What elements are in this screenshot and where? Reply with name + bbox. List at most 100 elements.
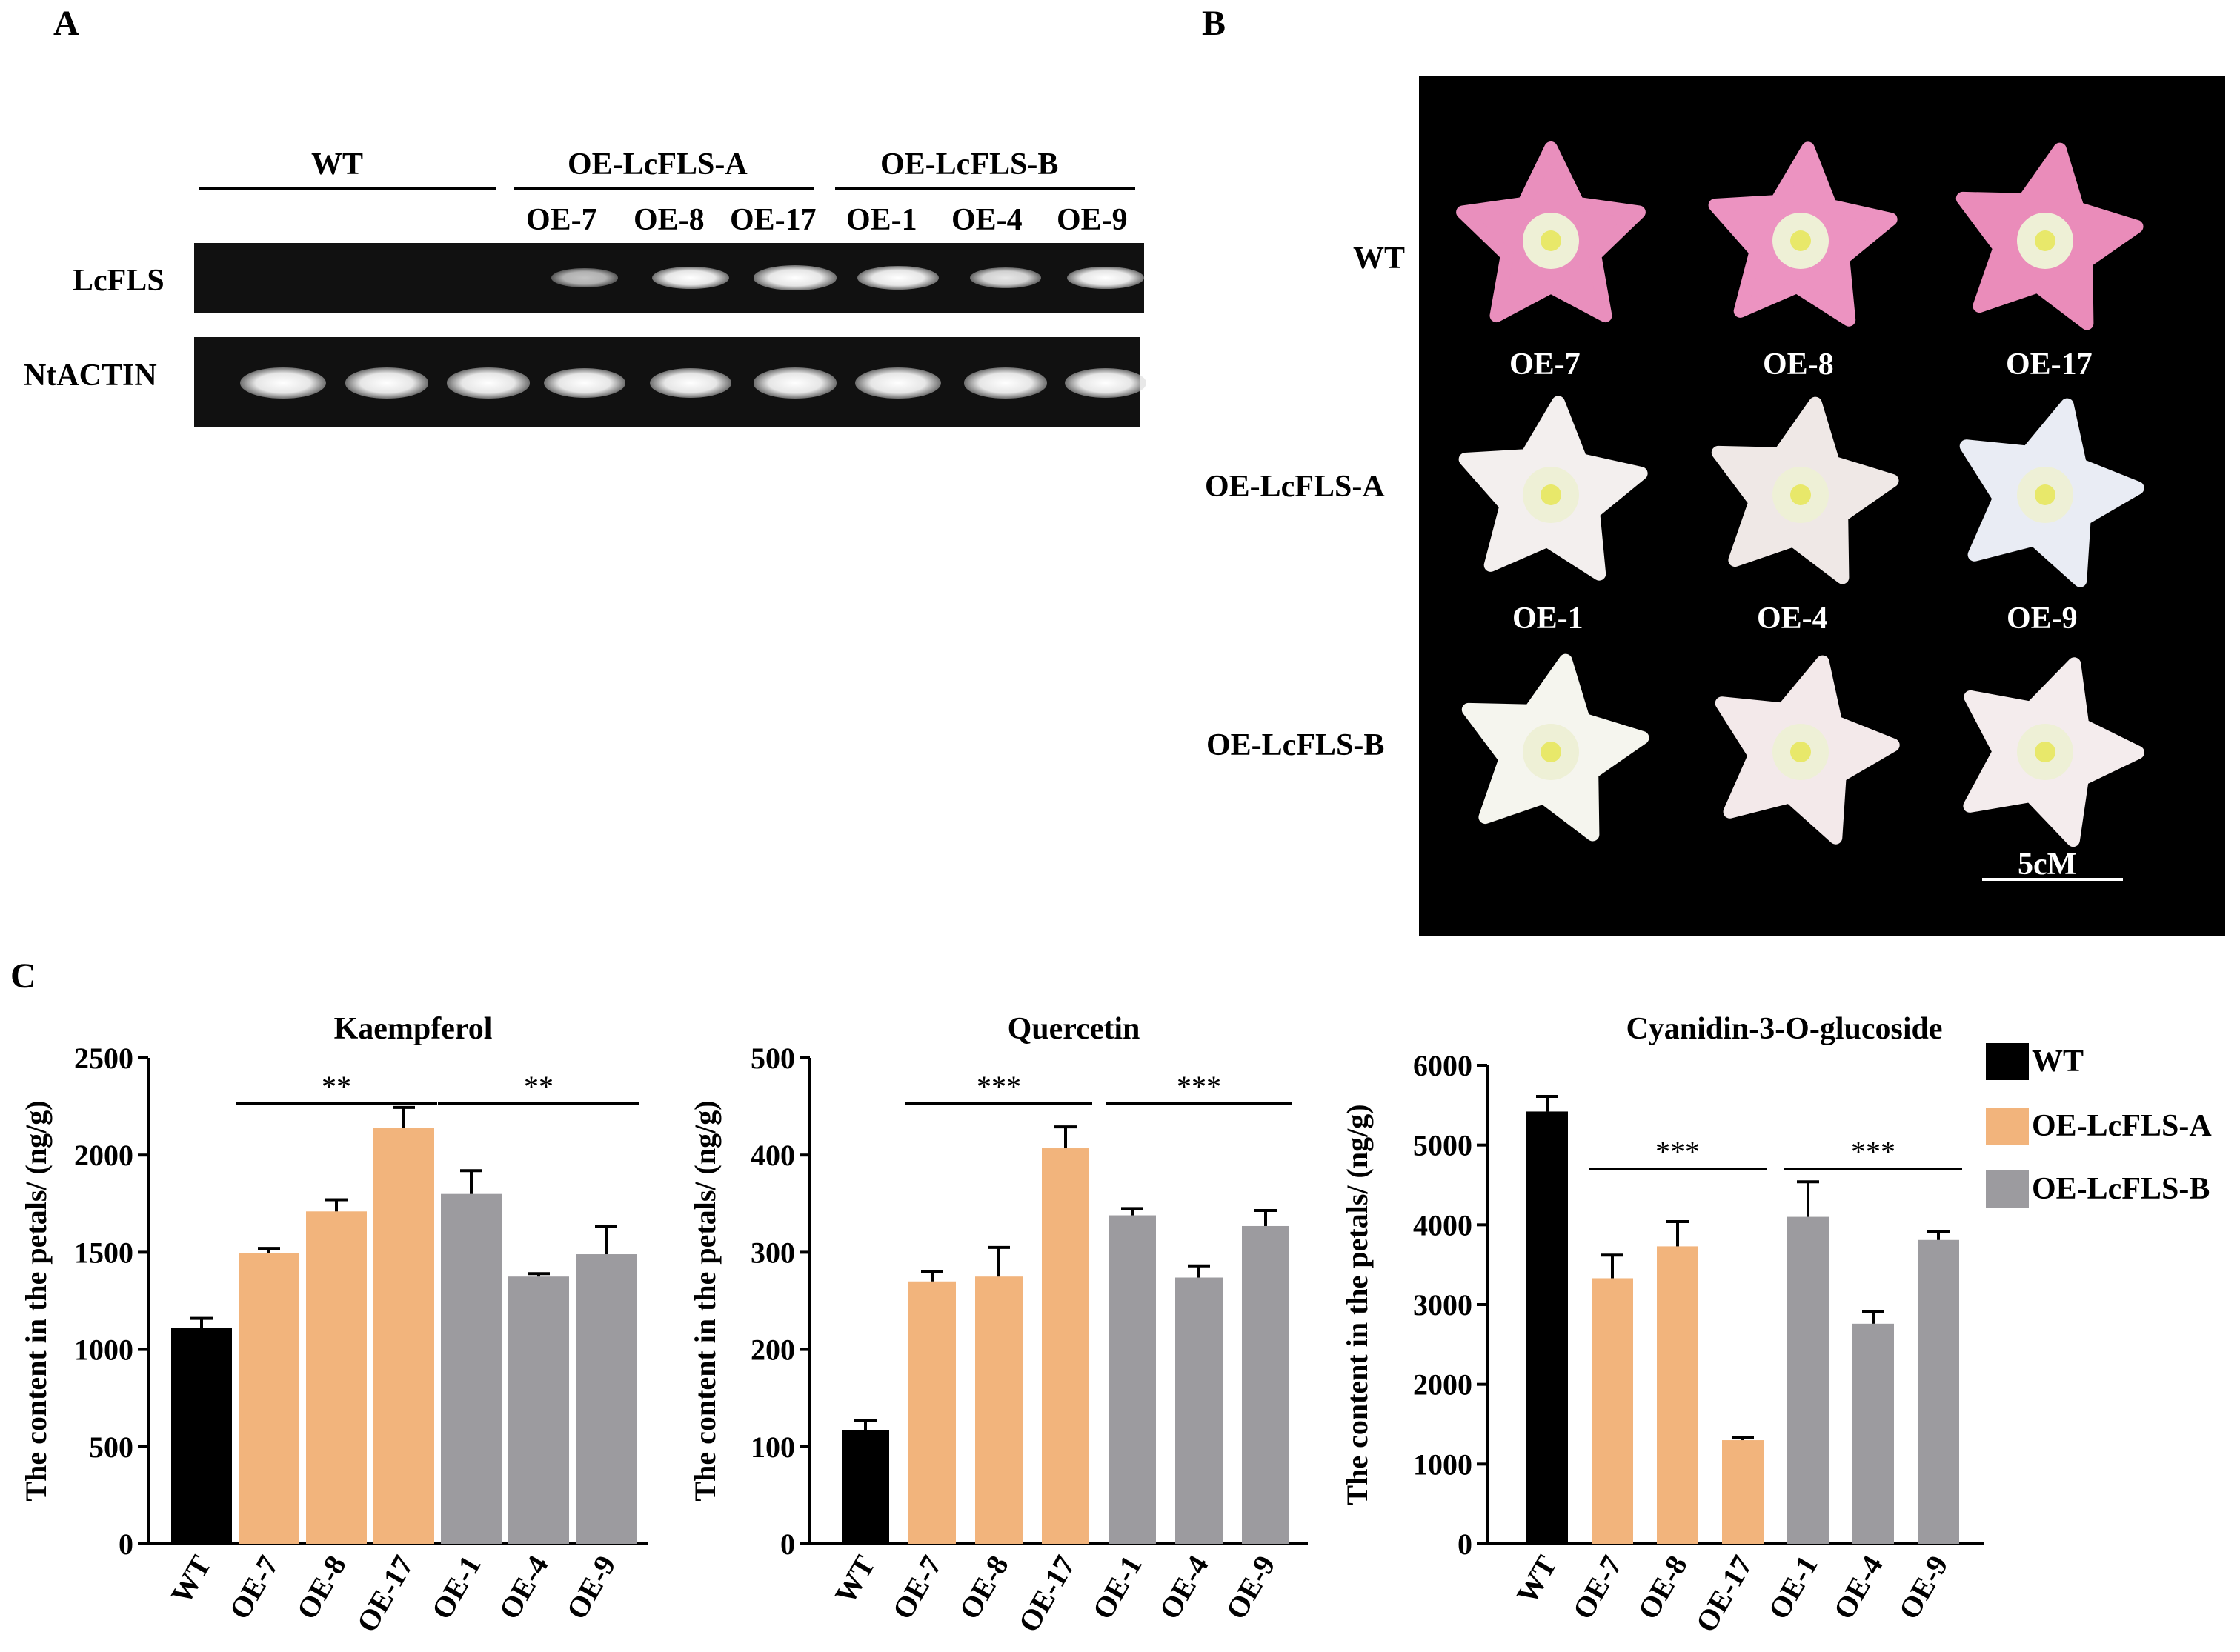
x-tick-label: OE-7 (885, 1550, 948, 1625)
y-axis-label: The content in the petals/ (ng/g) (688, 1100, 722, 1501)
y-tick-label: 2500 (74, 1042, 133, 1075)
gel-band (753, 265, 837, 290)
scale-bar (1982, 878, 2123, 881)
flower (1959, 398, 2144, 587)
bar (1042, 1148, 1089, 1544)
panel-b-letter: B (1202, 4, 1226, 43)
gel-band (857, 265, 940, 290)
x-tick-label: OE-17 (350, 1550, 420, 1638)
gel-band (855, 367, 941, 399)
y-tick-label: 500 (89, 1430, 133, 1464)
y-tick-label: 1000 (74, 1333, 133, 1367)
x-tick-label: OE-8 (1631, 1550, 1694, 1625)
y-tick-label: 5000 (1413, 1129, 1472, 1162)
gel-lane-label: OE-1 (846, 203, 917, 237)
flower (1715, 655, 1900, 845)
gel-group-wt-line (199, 187, 496, 190)
bar (441, 1193, 502, 1544)
flower-stamen (1541, 230, 1561, 251)
photo-line-label: OE-9 (2007, 602, 2078, 636)
gel-row-label-ntactin: NtACTIN (24, 359, 157, 393)
x-tick-label: OE-4 (1152, 1550, 1215, 1625)
bar (171, 1328, 232, 1544)
gel-band (652, 266, 729, 290)
x-tick-label: OE-7 (1566, 1550, 1629, 1625)
significance-label: ** (322, 1070, 351, 1103)
photo-line-label: OE-8 (1763, 347, 1834, 382)
flower (1708, 141, 1898, 327)
x-tick-label: WT (1509, 1550, 1563, 1610)
y-tick-label: 2000 (1413, 1368, 1472, 1402)
significance-label: *** (1655, 1135, 1700, 1168)
y-tick-label: 400 (751, 1139, 795, 1172)
bar (1787, 1216, 1829, 1544)
y-tick-label: 3000 (1413, 1288, 1472, 1322)
bar (239, 1253, 299, 1544)
x-tick-label: OE-8 (952, 1550, 1015, 1625)
chart-title: Quercetin (1008, 1012, 1140, 1046)
flower-stamen (2035, 230, 2055, 251)
significance-label: *** (1851, 1135, 1895, 1168)
x-tick-label: OE-17 (1689, 1550, 1759, 1638)
chart-title: Cyanidin-3-O-glucoside (1626, 1012, 1942, 1046)
y-tick-label: 0 (780, 1528, 795, 1561)
bar (1918, 1239, 1959, 1544)
bar (1109, 1215, 1156, 1544)
y-axis-label: The content in the petals/ (ng/g) (19, 1100, 53, 1501)
legend-swatch-oe-a (1986, 1108, 2029, 1145)
flower-stamen (1790, 742, 1811, 762)
gel-band (1064, 367, 1147, 398)
gel-group-a: OE-LcFLS-A (568, 147, 748, 181)
y-tick-label: 2000 (74, 1139, 133, 1172)
photo-line-label: OE-4 (1757, 602, 1828, 636)
gel-band (446, 367, 531, 399)
gel-lane-label: OE-8 (634, 203, 705, 237)
flowers-graphic (1456, 141, 2144, 847)
legend-item-wt: WT (1986, 1043, 2084, 1080)
y-tick-label: 4000 (1413, 1208, 1472, 1242)
bar (908, 1281, 956, 1544)
x-tick-label: WT (828, 1550, 881, 1610)
bar (842, 1430, 889, 1544)
gel-band (963, 367, 1048, 399)
photo-row-label-wt: WT (1353, 242, 1406, 276)
significance-label: ** (524, 1070, 554, 1103)
bar (306, 1211, 367, 1544)
gel-lane-label: OE-4 (951, 203, 1023, 237)
bar (1722, 1440, 1764, 1544)
flower (1963, 657, 2144, 847)
bar (373, 1128, 434, 1544)
flower-stamen (2035, 484, 2055, 505)
x-tick-label: OE-1 (1086, 1550, 1149, 1625)
flower (1955, 142, 2144, 330)
y-tick-label: 500 (751, 1042, 795, 1075)
flower-stamen (1541, 484, 1561, 505)
flower (1711, 396, 1899, 584)
gel-lane-label: OE-9 (1057, 203, 1128, 237)
gel-lane-label: OE-17 (730, 203, 817, 237)
bar (508, 1276, 569, 1544)
legend-label-oe-b: OE-LcFLS-B (2032, 1172, 2210, 1206)
flower-stamen (1790, 484, 1811, 505)
y-tick-label: 200 (751, 1333, 795, 1367)
chart-title: Kaempferol (334, 1012, 493, 1046)
panel-c-letter: C (10, 956, 36, 996)
y-tick-label: 0 (119, 1528, 133, 1561)
photo-line-label: OE-7 (1509, 347, 1581, 382)
bar (1852, 1323, 1894, 1544)
legend-swatch-wt (1986, 1043, 2029, 1080)
bar (1592, 1278, 1633, 1544)
legend-swatch-oe-b (1986, 1170, 2029, 1208)
significance-label: *** (977, 1070, 1021, 1103)
photo-line-label: OE-1 (1512, 602, 1583, 636)
gel-band (649, 367, 732, 398)
y-axis-label: The content in the petals/ (ng/g) (1340, 1104, 1374, 1505)
y-tick-label: 1500 (74, 1236, 133, 1269)
x-tick-label: OE-4 (492, 1550, 555, 1625)
x-tick-label: OE-1 (425, 1550, 488, 1625)
flower (1461, 653, 1649, 842)
x-tick-label: OE-4 (1827, 1550, 1890, 1625)
gel-band (240, 367, 326, 399)
x-tick-label: OE-8 (290, 1550, 353, 1625)
flower-stamen (2035, 742, 2055, 762)
